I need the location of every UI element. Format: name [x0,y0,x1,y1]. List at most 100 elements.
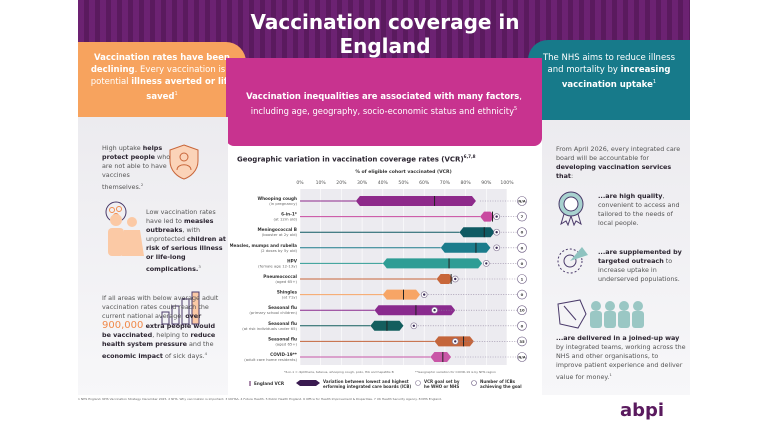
left-item-900k: If all areas with below average adult va… [102,294,219,361]
chart-title: Geographic variation in vaccination cove… [237,154,476,164]
row-label: Seasonal flu [268,305,297,310]
row-sublabel: (in pregnancy) [269,201,297,206]
icb-count-circle [517,196,527,206]
legend-icbs-line2: achieving the goal [480,384,522,389]
icb-range-bar [382,258,483,269]
left-item-measles: Low vaccination rates have led to measle… [146,208,226,274]
virus-children-icon [105,201,144,256]
footnote: *6-in-1 = diphtheria, tetanus, whooping … [284,370,394,374]
abpi-logo: abpi [620,400,665,421]
tick-label: 30% [357,180,368,186]
vcr-goal-dot [495,231,498,234]
icb-range-bar [480,211,495,222]
icb-count: N/A [518,355,526,360]
vcr-goal-dot [495,246,498,249]
target-icon [557,247,588,274]
vcr-goal-dot [454,277,457,281]
icb-count: 0 [521,323,524,328]
legend-range-swatch [296,380,320,386]
vcr-goal-dot [433,309,436,312]
legend-icb-swatch [471,380,477,386]
ref: 5 [514,105,518,112]
icb-range-bar [430,352,452,362]
icb-range-bar [374,305,456,316]
icb-count-circle [517,289,527,300]
row-sublabel: (2 doses by 5y old) [261,248,298,253]
left-column [78,117,228,395]
row-label: Pneumococcal [263,274,297,279]
team-handshake-icon [557,299,644,329]
vcr-goal-dot [454,340,457,343]
icb-count-circle [517,336,527,347]
icb-count-circle [517,243,527,253]
icb-count-circle [517,352,527,362]
row-label: Meningococcal B [257,227,297,232]
row-sublabel: (female age 12-13y) [258,263,297,268]
row-sublabel: (at risk individuals under 65) [242,326,297,331]
legend-goal-line2: he WHO or NHS [424,384,459,389]
row-label: Measles, mumps and rubella [230,243,297,248]
vcr-goal-dot [495,215,498,218]
left-item-protect: High uptake helps protect people who are… [102,144,171,192]
row-label: COVID-19** [270,352,298,357]
row-label: Shingles [277,290,298,295]
row-sublabel: (at 71y) [282,295,298,300]
page-title: Vaccination coverage in England [250,10,520,58]
tick-label: 10% [316,180,327,186]
legend-goal-swatch [415,380,421,386]
right-banner-bold: increasing vaccination uptake [561,65,671,90]
tick-label: 40% [378,180,389,186]
row-sublabel: (aged 65+) [275,279,297,284]
vcr-range-chart: % of eligible cohort vaccinated (VCR) 0% 1… [230,169,527,389]
icb-count: 10 [519,308,525,313]
icb-count-circle [517,274,527,284]
tick-label: 80% [460,180,471,186]
left-banner-bold2: illness averted or life saved [131,77,234,102]
icb-count: 1 [521,277,524,282]
right-item-quality: ...are high quality, convenient to acces… [598,192,680,227]
icb-range-bar [436,274,454,284]
icb-count: 0 [521,292,524,297]
vcr-goal-dot [412,324,416,327]
right-column [542,120,690,395]
row-label: Seasonal flu [268,321,297,326]
center-banner-text: , including age, geography, socio-econom… [250,91,522,116]
right-item-outreach: ...are supplemented by targeted outreach… [598,248,682,283]
shield-person-icon [169,144,199,180]
legend-range-line2: erforming integrated care boards (ICB) [323,384,411,389]
row-label: 6-in-1* [281,212,298,217]
center-banner: Vaccination inequalities are associated … [226,58,542,146]
icb-count: 0 [521,230,524,235]
tick-label: 50% [398,180,409,186]
row-sublabel: (primary school children) [249,310,297,315]
right-banner: The NHS aims to reduce illness and morta… [528,40,690,120]
right-intro: From April 2026, every integrated care b… [556,145,681,180]
ref: 1 [174,91,178,97]
bar-chart-icon [161,291,200,325]
row-sublabel: (booster at 2y old) [262,232,298,237]
row-sublabel: (adult care home residents) [244,357,297,362]
left-banner-bold: Vaccination rates have been declining [90,53,230,75]
icb-range-bar [459,227,495,238]
left-banner: Vaccination rates have been declining. E… [78,42,246,117]
icb-count: 7 [521,214,524,219]
icb-count: 0 [521,245,524,250]
footnote: **Geographic variation for COVID-19 is b… [415,370,496,374]
icb-count: N/A [518,199,526,204]
icb-count-circle [517,211,527,222]
right-item-joined-up: ...are delivered in a joined-up way by i… [556,334,686,382]
right-banner-text: The NHS aims to reduce illness and morta… [542,53,676,75]
row-label: Whooping cough [257,196,297,201]
tick-label: 100% [500,180,514,186]
x-axis-label: % of eligible cohort vaccinated (VCR) [355,169,451,175]
icb-count-circle [517,227,527,237]
tick-label: 70% [440,180,451,186]
row-sublabel: (at 12m old) [273,217,297,222]
tick-label: 20% [336,180,347,186]
legend-icbs: Number of ICBs [480,379,516,384]
icb-range-bar [440,242,491,253]
vcr-goal-dot [423,293,426,296]
references: 1 NHS England. NHS Vaccination Strategy.… [78,397,442,401]
icb-count-circle [517,305,527,315]
tick-label: 0% [296,180,304,186]
